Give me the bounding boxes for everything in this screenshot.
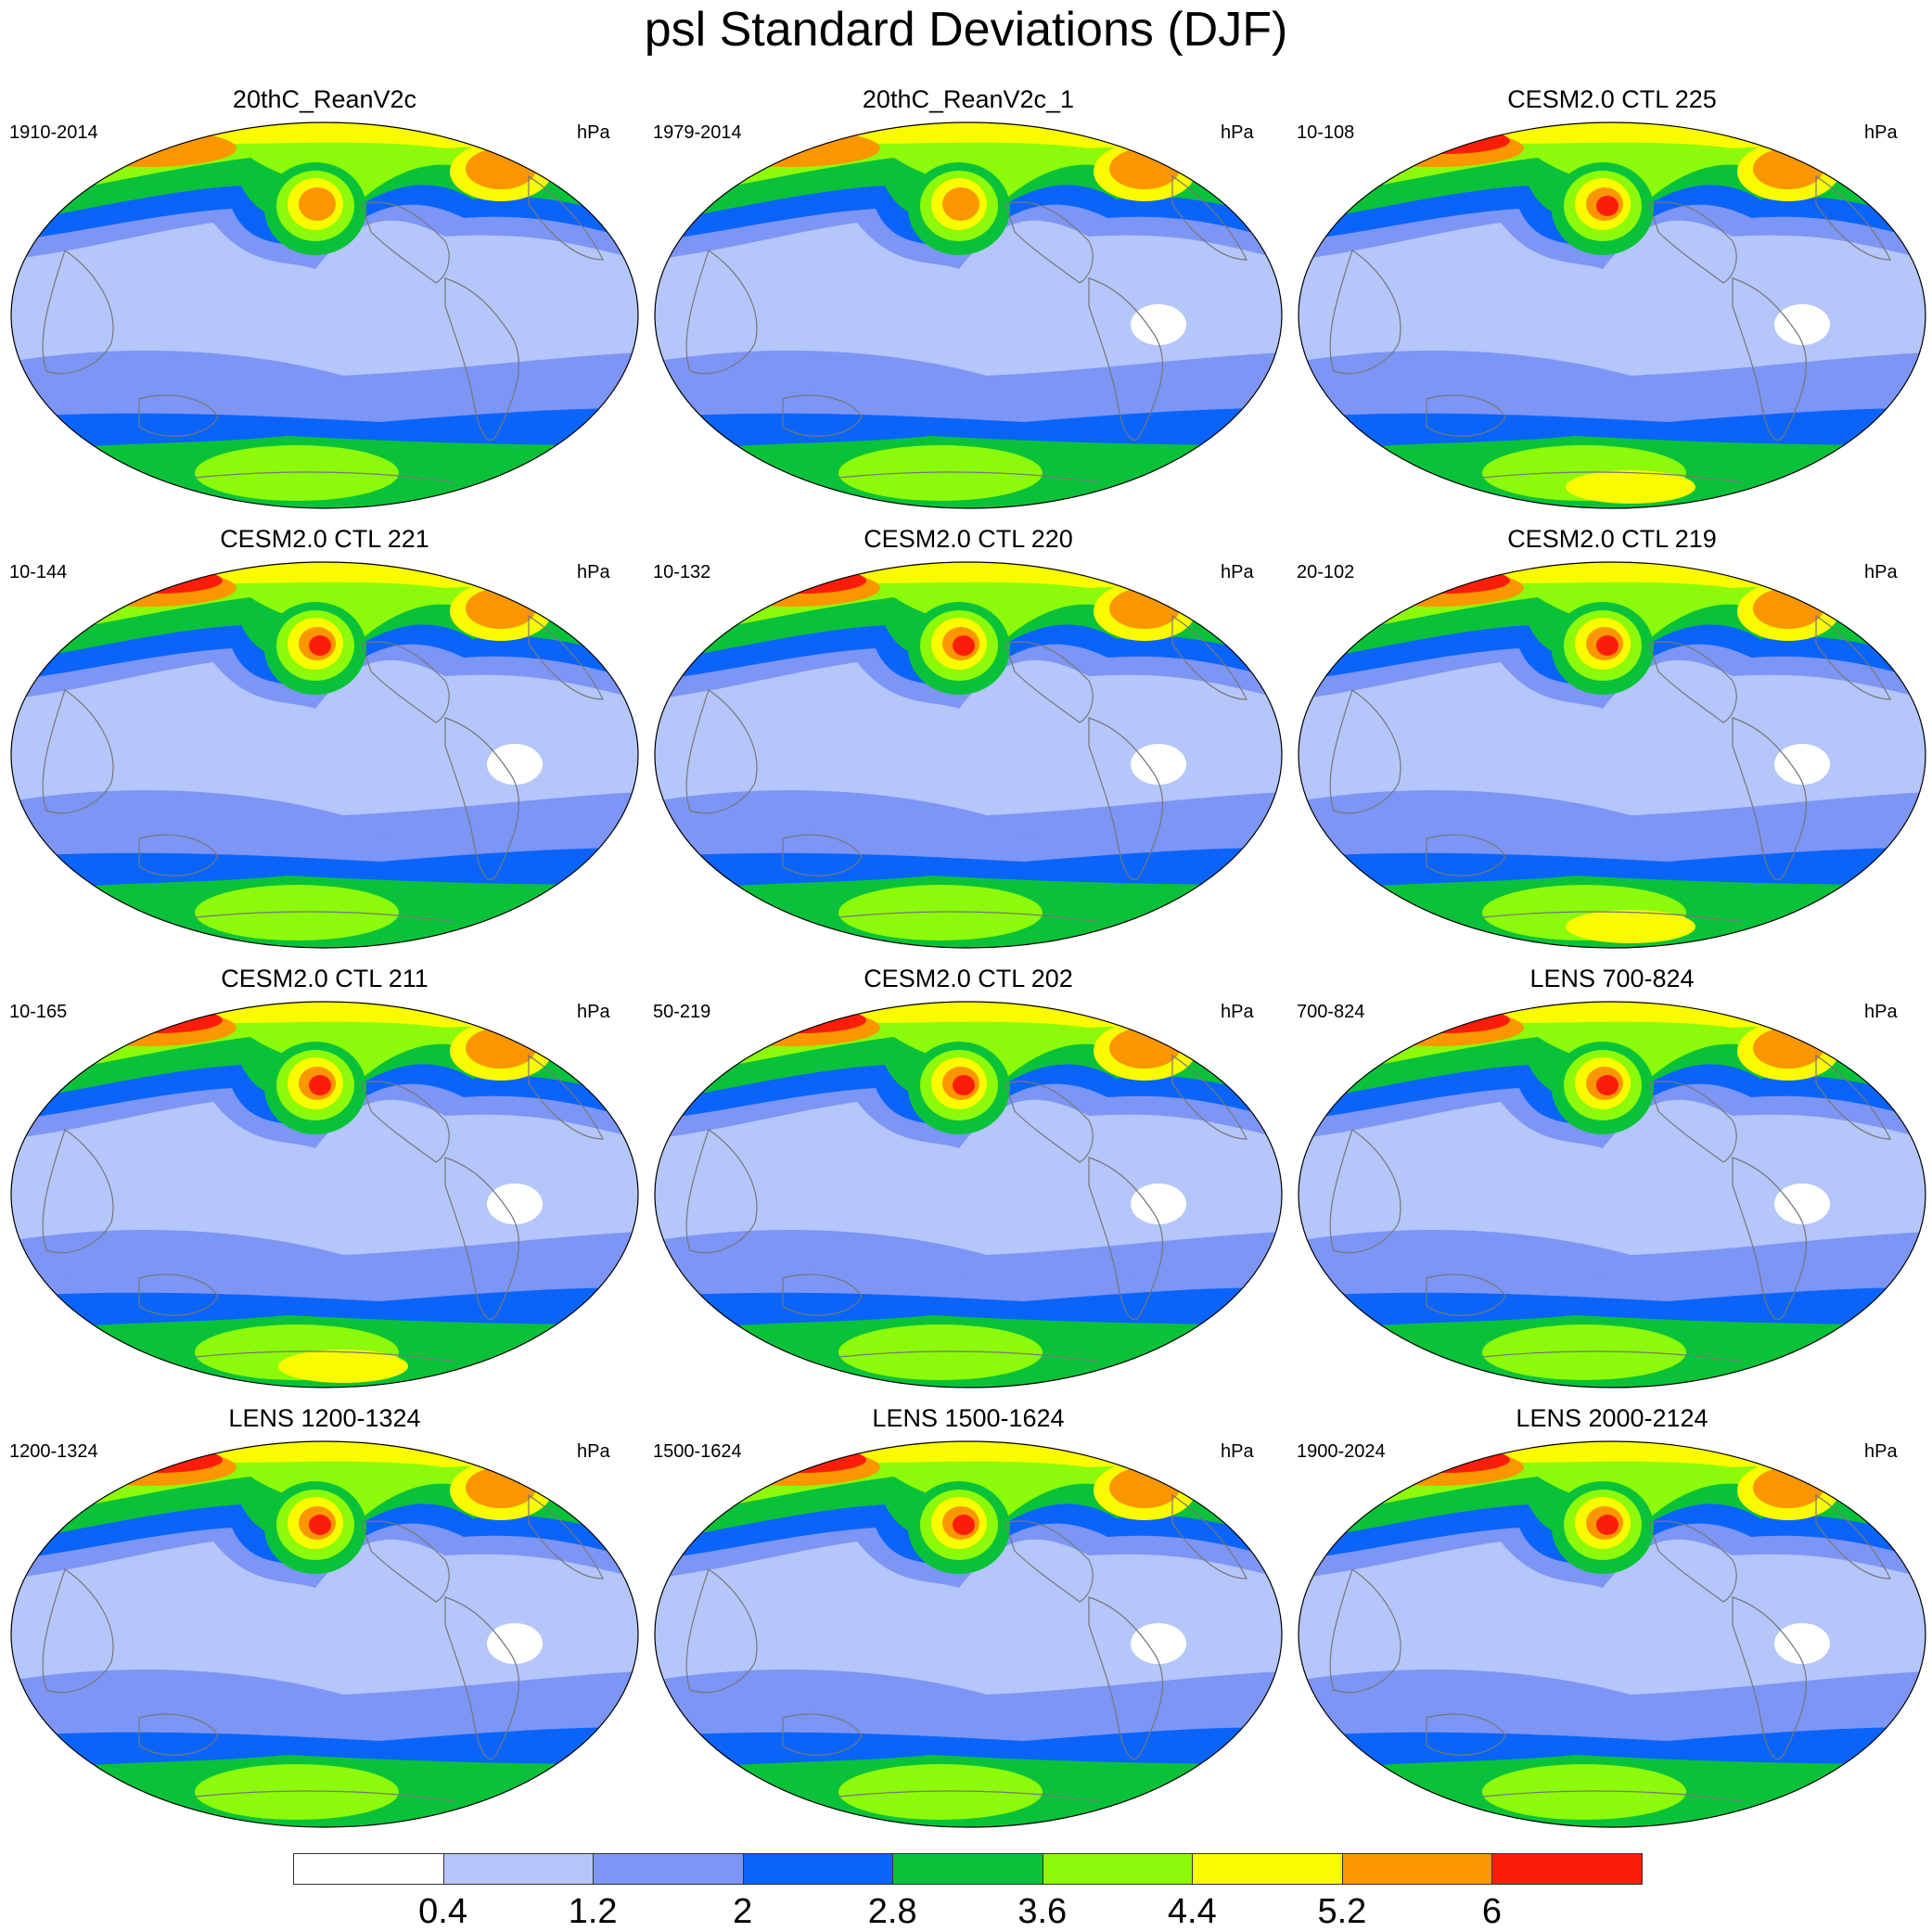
colorbar-tick-label: 6 [1481, 1892, 1502, 1931]
panel-period: 1910-2014 [9, 122, 98, 143]
colorbar-swatch [293, 1853, 444, 1885]
map-panel: CESM2.0 CTL 221 10-144 hPa [9, 525, 640, 952]
panel-title: 20thC_ReanV2c_1 [862, 85, 1075, 113]
global-map [10, 1440, 639, 1828]
figure-title: psl Standard Deviations (DJF) [644, 3, 1288, 57]
panel-title: CESM2.0 CTL 221 [220, 525, 429, 553]
map-panel: CESM2.0 CTL 211 10-165 hPa [9, 965, 640, 1391]
colorbar-swatch [1491, 1853, 1643, 1885]
panel-units: hPa [577, 122, 610, 143]
panel-period: 50-219 [653, 1002, 711, 1022]
global-map [10, 122, 639, 509]
panel-period: 10-144 [9, 562, 68, 582]
colorbar-swatch [742, 1853, 894, 1885]
global-map [10, 561, 639, 949]
panel-units: hPa [1864, 562, 1898, 582]
map-panel: CESM2.0 CTL 225 10-108 hPa [1297, 85, 1927, 512]
map-panel: CESM2.0 CTL 220 10-132 hPa [653, 525, 1284, 952]
panel-title: LENS 2000-2124 [1516, 1404, 1708, 1432]
panel-units: hPa [1221, 1441, 1254, 1462]
map-panel: LENS 1200-1324 1200-1324 hPa [9, 1404, 640, 1831]
panel-units: hPa [1864, 1002, 1898, 1022]
colorbar-swatch [1192, 1853, 1343, 1885]
map-panel: CESM2.0 CTL 219 20-102 hPa [1297, 525, 1927, 952]
map-panel: 20thC_ReanV2c 1910-2014 hPa [9, 85, 640, 512]
map-panel: LENS 700-824 700-824 hPa [1297, 965, 1927, 1391]
map-panel: CESM2.0 CTL 202 50-219 hPa [653, 965, 1284, 1391]
map-panel: LENS 2000-2124 1900-2024 hPa [1297, 1404, 1927, 1831]
colorbar-tick-label: 5.2 [1317, 1892, 1367, 1931]
panel-period: 700-824 [1297, 1002, 1365, 1022]
colorbar [293, 1853, 1643, 1887]
colorbar-tick-label: 2 [733, 1892, 753, 1931]
panel-period: 1200-1324 [9, 1441, 98, 1462]
panel-units: hPa [1221, 562, 1254, 582]
panel-title: LENS 1500-1624 [872, 1404, 1065, 1432]
panel-title: CESM2.0 CTL 219 [1507, 525, 1717, 553]
panel-units: hPa [577, 1002, 610, 1022]
global-map [10, 1001, 639, 1388]
panel-period: 1979-2014 [653, 122, 742, 143]
panel-title: CESM2.0 CTL 202 [864, 965, 1073, 992]
colorbar-swatch [1341, 1853, 1493, 1885]
panel-period: 10-165 [9, 1002, 68, 1022]
global-map [654, 1440, 1283, 1828]
panel-title: LENS 1200-1324 [228, 1404, 421, 1432]
map-panel: LENS 1500-1624 1500-1624 hPa [653, 1404, 1284, 1831]
global-map [654, 561, 1283, 949]
global-map [654, 1001, 1283, 1388]
colorbar-swatch [442, 1853, 595, 1885]
panel-title: 20thC_ReanV2c [232, 85, 417, 113]
panel-title: CESM2.0 CTL 225 [1507, 85, 1717, 113]
panel-title: CESM2.0 CTL 220 [864, 525, 1073, 553]
colorbar-tick-label: 0.4 [418, 1892, 467, 1931]
panel-period: 1500-1624 [653, 1441, 742, 1462]
global-map [654, 122, 1283, 509]
colorbar-swatch [1042, 1853, 1194, 1885]
global-map [1298, 561, 1926, 949]
colorbar-swatch [593, 1853, 744, 1885]
panel-units: hPa [577, 1441, 610, 1462]
panel-period: 10-108 [1297, 122, 1355, 143]
colorbar-tick-label: 2.8 [867, 1892, 917, 1931]
panel-units: hPa [1864, 1441, 1898, 1462]
panel-period: 1900-2024 [1297, 1441, 1386, 1462]
panel-title: LENS 700-824 [1529, 965, 1695, 992]
global-map [1298, 122, 1926, 509]
panel-period: 20-102 [1297, 562, 1355, 582]
panel-period: 10-132 [653, 562, 711, 582]
panel-title: CESM2.0 CTL 211 [221, 965, 429, 992]
panel-units: hPa [1221, 122, 1254, 143]
global-map [1298, 1001, 1926, 1388]
global-map [1298, 1440, 1926, 1828]
panel-units: hPa [577, 562, 610, 582]
colorbar-tick-label: 3.6 [1017, 1892, 1068, 1931]
colorbar-tick-label: 1.2 [568, 1892, 618, 1931]
panel-units: hPa [1864, 122, 1898, 143]
colorbar-swatch [892, 1853, 1043, 1885]
colorbar-tick-label: 4.4 [1167, 1892, 1217, 1931]
panel-units: hPa [1221, 1002, 1254, 1022]
map-panel: 20thC_ReanV2c_1 1979-2014 hPa [653, 85, 1284, 512]
